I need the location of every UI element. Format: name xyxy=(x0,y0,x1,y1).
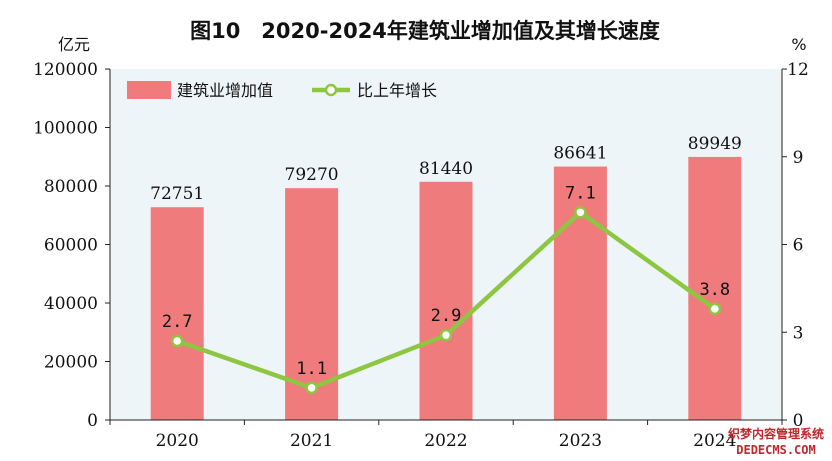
legend-bar-swatch xyxy=(127,81,171,99)
x-tick-label-2021: 2021 xyxy=(290,431,333,451)
x-tick-label-2024: 2024 xyxy=(693,431,736,451)
watermark-line2: DEDECMS.COM xyxy=(736,443,815,457)
legend-line-label: 比上年增长 xyxy=(357,81,437,100)
chart-title: 图10 2020-2024年建筑业增加值及其增长速度 xyxy=(190,19,660,43)
left-tick-label-20000: 20000 xyxy=(44,353,98,373)
growth-value-label-2020: 2.7 xyxy=(162,312,193,332)
left-axis-unit: 亿元 xyxy=(58,35,90,54)
bar-2022 xyxy=(419,181,473,420)
growth-point-2020 xyxy=(170,334,184,348)
bar-2020 xyxy=(150,207,204,420)
right-tick-label-3: 3 xyxy=(793,323,804,343)
left-tick-label-0: 0 xyxy=(87,411,98,431)
growth-value-label-2023: 7.1 xyxy=(565,183,596,203)
watermark-line1: 织梦内容管理系统 xyxy=(728,426,824,441)
x-tick-label-2020: 2020 xyxy=(156,431,199,451)
growth-point-2023 xyxy=(574,206,587,219)
bar-value-label-2022: 81440 xyxy=(419,159,473,179)
left-tick-label-80000: 80000 xyxy=(44,177,98,197)
growth-value-label-2021: 1.1 xyxy=(296,359,327,379)
left-tick-label-60000: 60000 xyxy=(44,236,98,256)
legend-line-marker xyxy=(324,83,338,97)
bar-value-label-2024: 89949 xyxy=(688,134,742,154)
left-tick-label-100000: 100000 xyxy=(33,119,98,139)
left-tick-label-120000: 120000 xyxy=(33,60,98,80)
x-tick-label-2023: 2023 xyxy=(559,431,602,451)
legend-bar-label: 建筑业增加值 xyxy=(177,81,273,100)
x-tick-label-2022: 2022 xyxy=(424,431,467,451)
growth-value-label-2022: 2.9 xyxy=(431,306,462,326)
watermark: 织梦内容管理系统 DEDECMS.COM xyxy=(728,426,824,457)
growth-point-2024 xyxy=(708,302,722,316)
right-tick-label-9: 9 xyxy=(793,148,804,168)
bar-2024 xyxy=(688,156,742,420)
growth-point-2022 xyxy=(439,328,453,342)
right-axis-unit: % xyxy=(791,35,806,54)
bar-value-label-2020: 72751 xyxy=(150,184,204,204)
right-tick-label-12: 12 xyxy=(787,60,809,80)
growth-point-2021 xyxy=(305,381,318,395)
bar-2023 xyxy=(553,166,607,420)
right-tick-label-0: 0 xyxy=(793,411,804,431)
growth-value-label-2024: 3.8 xyxy=(699,280,730,300)
legend: 建筑业增加值 比上年增长 xyxy=(127,81,437,100)
bar-value-label-2021: 79270 xyxy=(285,165,339,185)
left-tick-label-40000: 40000 xyxy=(44,294,98,314)
right-tick-label-6: 6 xyxy=(793,236,804,256)
bar-value-label-2023: 86641 xyxy=(553,144,607,164)
